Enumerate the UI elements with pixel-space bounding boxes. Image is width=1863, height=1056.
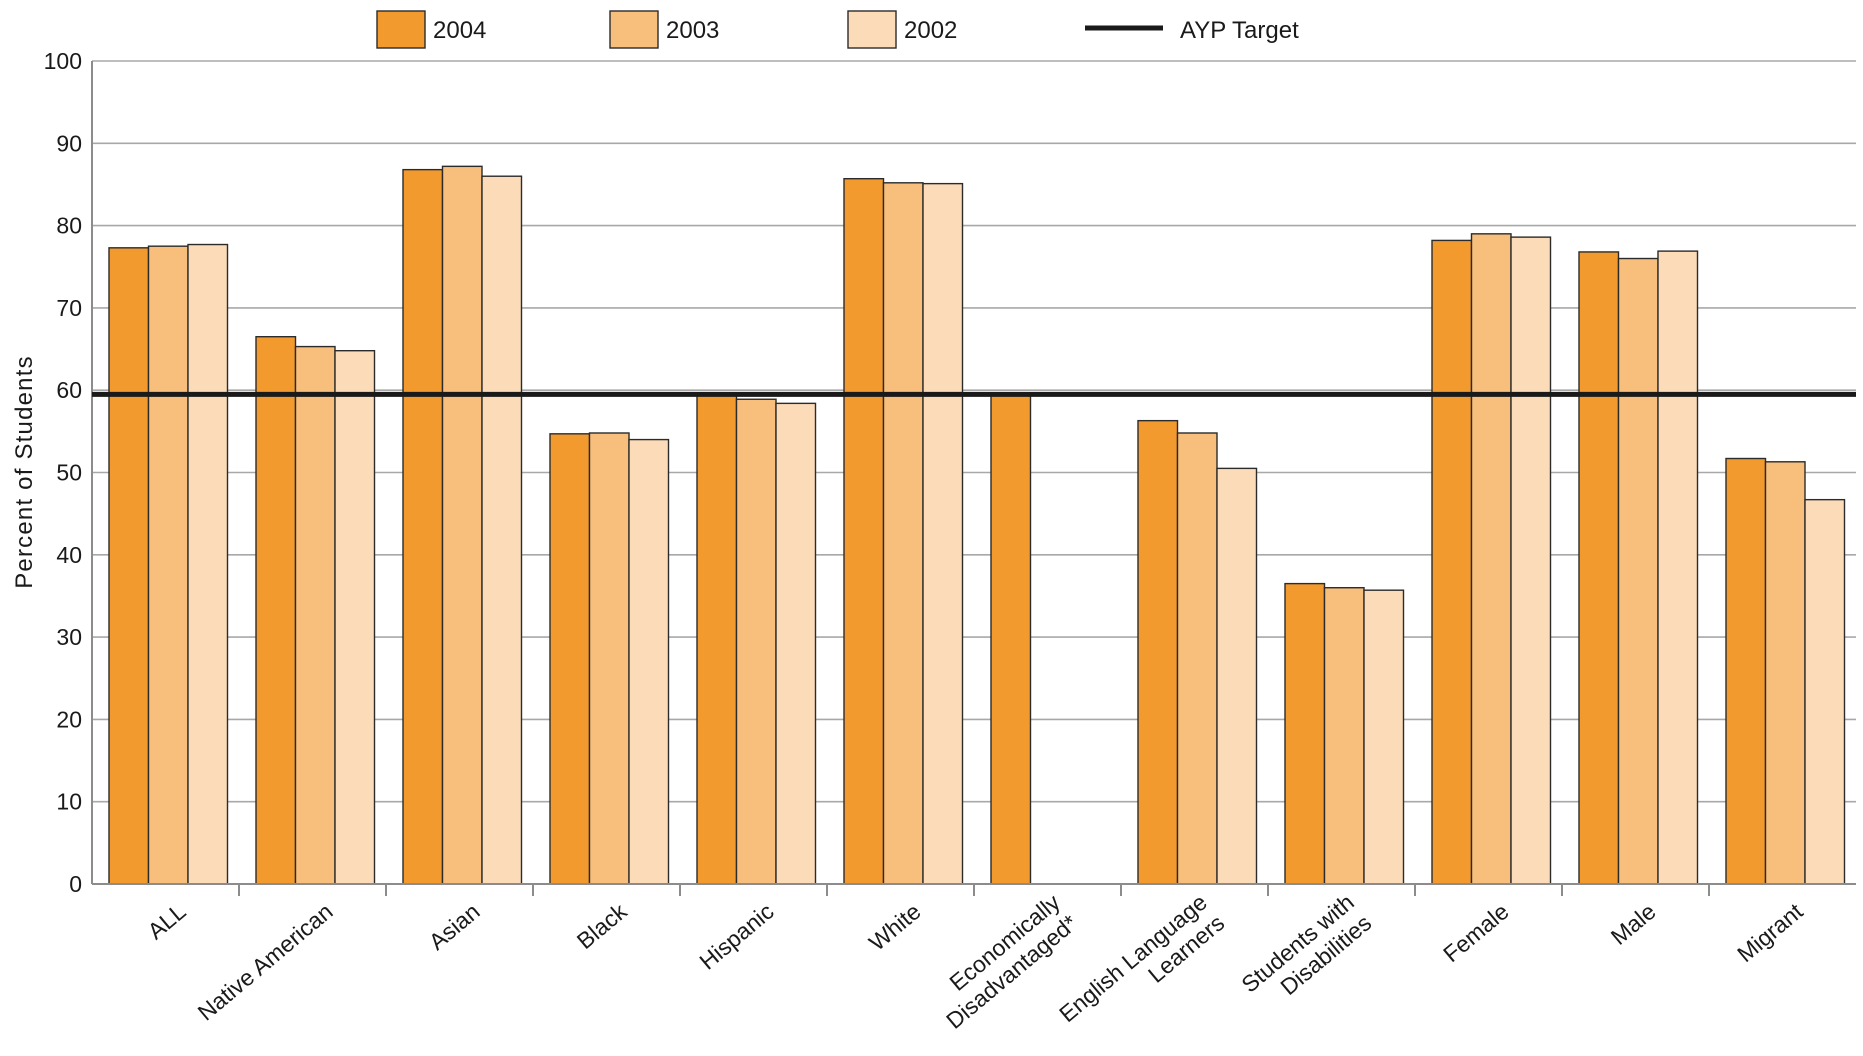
- y-axis-title: Percent of Students: [11, 355, 38, 589]
- bar-2004: [1431, 239, 1473, 885]
- x-tick-label: Asian: [424, 898, 485, 955]
- x-tick-label-line: Migrant: [1732, 898, 1808, 968]
- x-tick-label-line: Asian: [424, 898, 485, 955]
- bar-2002: [775, 402, 817, 885]
- y-tick-label: 60: [56, 377, 82, 403]
- x-axis-labels: ALL Native American Asian Black Hispanic Whit…: [143, 889, 1809, 1048]
- bar-2004: [696, 394, 738, 885]
- y-tick-label: 90: [56, 130, 82, 156]
- bar-2003: [735, 398, 777, 885]
- bar-2003: [1176, 432, 1218, 885]
- x-tick-label-line: White: [864, 898, 926, 956]
- bar-2002: [1804, 498, 1846, 885]
- x-tick-label-line: ALL: [143, 898, 191, 944]
- y-tick-label: 70: [56, 295, 82, 321]
- y-tick-label: 40: [56, 542, 82, 568]
- bar-2004: [990, 393, 1032, 885]
- bar-2002: [187, 243, 229, 885]
- bar-2004: [1578, 251, 1620, 885]
- legend-swatch-2003: [609, 10, 659, 49]
- bar-2002: [1657, 250, 1699, 885]
- bar-2004: [255, 336, 297, 885]
- y-tick-label: 100: [44, 48, 82, 74]
- x-tick-label: Students withDisabilities: [1236, 889, 1376, 1018]
- y-tick-label: 0: [69, 871, 82, 897]
- x-tick-label-line: Hispanic: [694, 898, 778, 975]
- x-tick-label-line: Male: [1606, 898, 1661, 950]
- bar-2002: [628, 438, 670, 885]
- axes: [91, 61, 1856, 896]
- bar-2003: [1617, 257, 1659, 885]
- bar-2002: [1510, 236, 1552, 885]
- legend-swatch-2004: [376, 10, 426, 49]
- y-tick-label: 50: [56, 460, 82, 486]
- x-tick-label: Male: [1606, 898, 1661, 950]
- x-tick-label: Migrant: [1732, 898, 1808, 968]
- bar-2004: [402, 168, 444, 885]
- gridlines: [92, 60, 1856, 803]
- legend-label-ayp-target: AYP Target: [1180, 17, 1299, 44]
- bar-2002: [1363, 589, 1405, 885]
- bar-2004: [1725, 457, 1767, 885]
- x-tick-label: ALL: [143, 898, 191, 944]
- bars: [108, 165, 1846, 885]
- bar-2004: [1137, 419, 1179, 885]
- x-tick-label-line: Native American: [193, 898, 338, 1026]
- x-tick-label-line: Female: [1438, 898, 1513, 967]
- y-tick-label: 80: [56, 213, 82, 239]
- bar-2004: [549, 433, 591, 885]
- y-axis-labels: 0 10 20 30 40 50 60 70 80 90 100: [44, 48, 82, 897]
- legend-label-2002: 2002: [904, 17, 957, 44]
- bar-2003: [588, 432, 630, 885]
- bar-2002: [334, 349, 376, 885]
- bar-2004: [843, 177, 885, 885]
- legend-label-2003: 2003: [666, 17, 719, 44]
- bar-2002: [1216, 467, 1258, 885]
- bar-2003: [882, 182, 924, 885]
- x-tick-label-line: Black: [572, 898, 632, 954]
- bar-2003: [294, 345, 336, 885]
- x-tick-label: Female: [1438, 898, 1513, 967]
- legend: 2004 2003 2002 AYP Target: [376, 10, 1299, 49]
- y-tick-label: 30: [56, 624, 82, 650]
- bar-2003: [441, 165, 483, 885]
- x-tick-label: Native American: [193, 898, 338, 1026]
- x-tick-label: English LanguageLearners: [1054, 889, 1229, 1048]
- bar-2002: [922, 182, 964, 885]
- bar-2003: [147, 245, 189, 885]
- bar-2004: [108, 247, 150, 885]
- x-tick-label: Hispanic: [694, 898, 778, 975]
- x-tick-label: White: [864, 898, 926, 956]
- bar-2003: [1764, 461, 1806, 885]
- x-tick-label: Black: [572, 898, 632, 954]
- legend-swatch-2002: [847, 10, 897, 49]
- legend-label-2004: 2004: [433, 17, 486, 44]
- bar-2003: [1470, 233, 1512, 885]
- bar-2002: [481, 175, 523, 885]
- y-tick-label: 10: [56, 789, 82, 815]
- bar-2003: [1323, 587, 1365, 885]
- bar-2004: [1284, 582, 1326, 885]
- y-tick-label: 20: [56, 706, 82, 732]
